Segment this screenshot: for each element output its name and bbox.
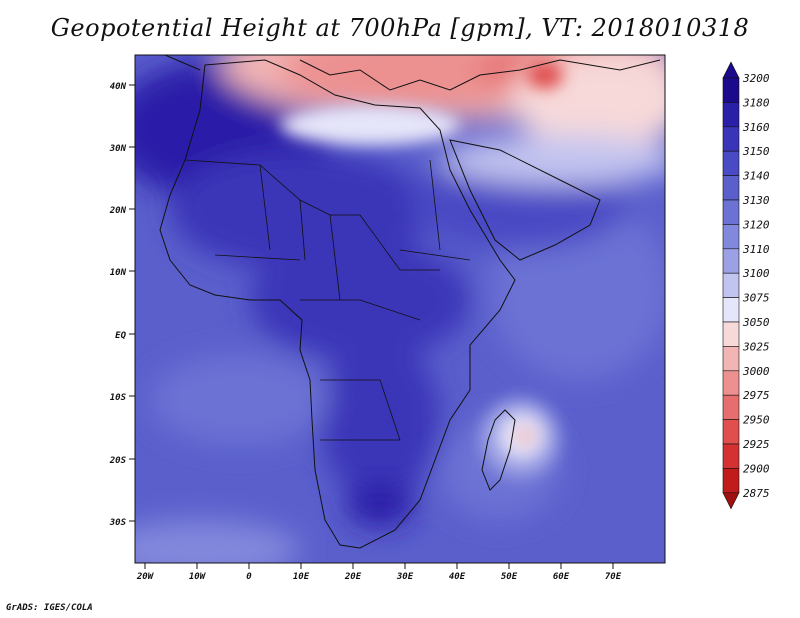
colorbar-swatch <box>722 346 740 372</box>
colorbar-top-arrow <box>722 61 740 79</box>
colorbar-swatch <box>722 102 740 128</box>
colorbar-label: 3150 <box>742 145 770 158</box>
colorbar-label: 3050 <box>742 316 770 329</box>
lon-label-10E: 10E <box>293 572 310 582</box>
lon-label-0: 0 <box>246 572 252 582</box>
lon-label-60E: 60E <box>553 572 570 582</box>
africa-coastline <box>159 59 516 549</box>
grads-credit: GrADS: IGES/COLA <box>6 603 93 613</box>
colorbar-swatch <box>722 77 740 103</box>
colorbar-label: 2950 <box>743 414 770 427</box>
chart-title: Geopotential Height at 700hPa [gpm], VT:… <box>50 14 750 42</box>
lat-label-20S: 20S <box>109 456 127 466</box>
lon-label-20E: 20E <box>344 572 362 582</box>
colorbar-label: 2925 <box>743 438 770 451</box>
colorbar-label: 3130 <box>742 194 770 207</box>
colorbar-label: 3180 <box>742 96 770 109</box>
colorbar-swatch <box>722 175 740 201</box>
colorbar-swatch <box>722 150 740 176</box>
lon-label-40E: 40E <box>449 572 466 582</box>
colorbar-label: 3100 <box>742 267 770 280</box>
colorbar-swatch <box>722 126 740 152</box>
lat-label-30S: 30S <box>109 518 127 528</box>
colorbar: 3200 3180 3160 3150 3140 3130 3120 3110 3100 3075… <box>722 61 770 510</box>
colorbar-swatch <box>722 468 740 494</box>
colorbar-bottom-arrow <box>722 492 740 510</box>
colorbar-swatch <box>722 394 740 420</box>
colorbar-label: 2900 <box>743 462 770 475</box>
latitude-axis: 40N 30N 20N 10N EQ 10S 20S 30S <box>109 82 135 528</box>
lon-label-20W: 20W <box>136 572 155 582</box>
colorbar-label: 3200 <box>742 72 770 85</box>
colorbar-swatch <box>722 224 740 250</box>
colorbar-swatch <box>722 443 740 469</box>
colorbar-label: 3140 <box>742 170 770 183</box>
colorbar-swatch <box>722 272 740 298</box>
lon-label-70E: 70E <box>605 572 622 582</box>
lon-label-30E: 30E <box>396 572 414 582</box>
lat-label-20N: 20N <box>109 206 127 216</box>
colorbar-swatch <box>722 419 740 445</box>
colorbar-label: 2875 <box>743 487 770 500</box>
map-frame <box>134 54 666 564</box>
colorbar-swatch <box>722 199 740 225</box>
colorbar-label: 3075 <box>742 292 770 305</box>
longitude-axis: 20W 10W 0 10E 20E 30E 40E 50E 60E 70E <box>136 563 622 582</box>
colorbar-swatch <box>722 297 740 323</box>
colorbar-label: 2975 <box>743 389 770 402</box>
lat-label-EQ: EQ <box>115 331 126 341</box>
colorbar-label: 3025 <box>742 340 770 353</box>
country-borders <box>184 159 471 441</box>
colorbar-label: 3160 <box>742 121 770 134</box>
colorbar-label: 3000 <box>742 365 770 378</box>
europe-coastline <box>164 55 661 91</box>
lat-label-30N: 30N <box>109 144 127 154</box>
lat-label-40N: 40N <box>110 82 127 92</box>
lat-label-10S: 10S <box>110 393 127 403</box>
height-field <box>135 55 665 563</box>
colorbar-label: 3110 <box>742 243 770 256</box>
lat-label-10N: 10N <box>110 268 127 278</box>
colorbar-swatch <box>722 248 740 274</box>
colorbar-swatch <box>722 321 740 347</box>
colorbar-swatch <box>722 370 740 396</box>
lon-label-50E: 50E <box>501 572 518 582</box>
madagascar-coastline <box>481 409 516 491</box>
lon-label-10W: 10W <box>189 572 207 582</box>
arabia-coastline <box>449 139 601 261</box>
colorbar-label: 3120 <box>742 218 770 231</box>
